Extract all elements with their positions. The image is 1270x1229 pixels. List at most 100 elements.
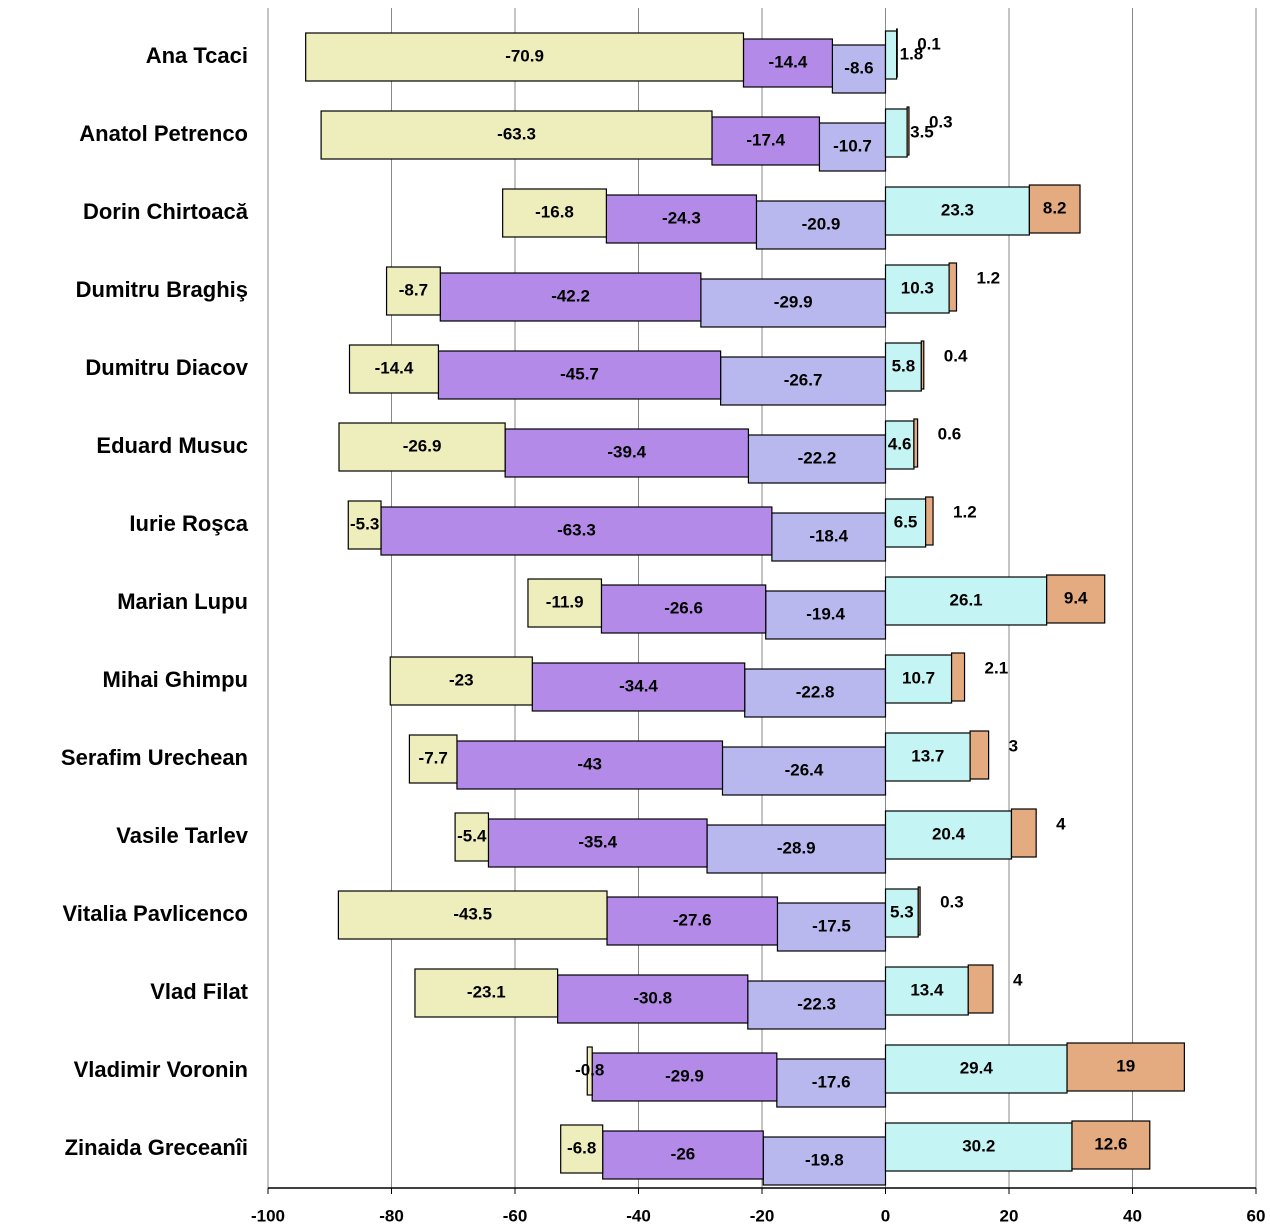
data-label: -16.8 <box>535 202 574 221</box>
data-label: -45.7 <box>560 364 599 383</box>
data-label: -17.5 <box>812 916 851 935</box>
bar-segment <box>896 28 898 78</box>
bar-segment <box>487 818 708 868</box>
data-label: 30.2 <box>962 1136 995 1155</box>
bar-segment <box>711 116 821 166</box>
data-label: 0.3 <box>940 892 964 911</box>
data-label: -39.4 <box>607 442 646 461</box>
bar-segment <box>557 974 749 1024</box>
bar-segment <box>920 340 925 390</box>
data-label: -24.3 <box>662 208 701 227</box>
bar-segment <box>884 1044 1068 1094</box>
category-label: Dumitru Braghiş <box>76 277 248 302</box>
bar-segment <box>747 434 887 484</box>
data-label: -7.7 <box>419 748 448 767</box>
data-label: -6.8 <box>567 1138 596 1157</box>
bar-segment <box>755 200 887 250</box>
bar-segment <box>950 652 966 702</box>
bar-segment <box>948 262 958 312</box>
data-label: -30.8 <box>633 988 672 1007</box>
bar-segment <box>884 1122 1073 1172</box>
bar-segment <box>884 30 898 80</box>
x-tick-label: -100 <box>251 1206 285 1225</box>
bar-segment <box>967 964 994 1014</box>
bar-segment <box>586 1046 593 1096</box>
category-label: Zinaida Greceanîi <box>65 1135 248 1160</box>
data-label: -29.9 <box>665 1066 704 1085</box>
data-label: -26 <box>671 1144 696 1163</box>
bar-segment <box>337 890 608 940</box>
category-label: Vitalia Pavlicenco <box>63 901 248 926</box>
data-label: 4.6 <box>888 434 912 453</box>
data-label: -19.4 <box>806 604 845 623</box>
data-label: 3 <box>1009 736 1018 755</box>
bar-segment <box>600 584 767 634</box>
data-label: -10.7 <box>833 136 872 155</box>
bar-segment <box>439 272 702 322</box>
bar-segment <box>305 32 745 82</box>
data-label: 1.8 <box>900 44 924 63</box>
bar-segment <box>605 194 758 244</box>
data-label: 1.2 <box>953 502 977 521</box>
bar-segment <box>771 512 887 562</box>
bar-segment <box>884 108 908 158</box>
x-tick-label: -40 <box>626 1206 651 1225</box>
bar-segment <box>884 732 971 782</box>
data-label: -26.7 <box>784 370 823 389</box>
data-label: 26.1 <box>950 590 983 609</box>
bar-segment <box>917 886 921 936</box>
data-label: -23.1 <box>467 982 506 1001</box>
bar-segment <box>347 500 382 550</box>
x-tick-label: 20 <box>1000 1206 1019 1225</box>
data-label: -17.6 <box>812 1072 851 1091</box>
data-label: -63.3 <box>497 124 536 143</box>
bar-segment <box>385 266 441 316</box>
data-label: -26.9 <box>403 436 442 455</box>
data-label: -35.4 <box>578 832 617 851</box>
category-label: Vlad Filat <box>150 979 248 1004</box>
bar-segment <box>884 264 950 314</box>
data-label: -17.4 <box>746 130 785 149</box>
data-label: 23.3 <box>941 200 974 219</box>
category-label: Vasile Tarlev <box>116 823 248 848</box>
bar-segment <box>906 106 910 156</box>
bar-segment <box>1071 1120 1151 1170</box>
data-label: -26.6 <box>664 598 703 617</box>
data-label: 20.4 <box>932 824 966 843</box>
data-label: 0.1 <box>917 34 941 53</box>
bar-segment <box>380 506 773 556</box>
data-label: -22.3 <box>797 994 836 1013</box>
bar-segment <box>818 122 887 172</box>
data-label: -5.3 <box>350 514 379 533</box>
bar-segment <box>721 746 887 796</box>
data-label: -19.8 <box>805 1150 844 1169</box>
bar-segment <box>502 188 607 238</box>
data-label: 12.6 <box>1094 1134 1127 1153</box>
bar-segment <box>338 422 506 472</box>
category-label: Iurie Roşca <box>129 511 248 536</box>
data-label: -5.4 <box>457 826 487 845</box>
data-label: -20.9 <box>802 214 841 233</box>
data-label: 0.6 <box>938 424 962 443</box>
bar-segment <box>1028 184 1081 234</box>
bar-segment <box>414 968 559 1018</box>
category-label: Dorin Chirtoacă <box>83 199 249 224</box>
category-label: Ana Tcaci <box>146 43 248 68</box>
bar-segment <box>320 110 713 160</box>
bar-segment <box>884 810 1013 860</box>
data-label: -18.4 <box>809 526 848 545</box>
bar-segment <box>560 1124 604 1174</box>
bar-segment <box>602 1130 764 1180</box>
bar-segment <box>884 342 922 392</box>
data-label: 8.2 <box>1043 198 1067 217</box>
data-label: 13.4 <box>910 980 944 999</box>
data-label: 4 <box>1056 814 1066 833</box>
category-label: Vladimir Voronin <box>74 1057 248 1082</box>
x-tick-label: -20 <box>750 1206 775 1225</box>
data-label: 3.5 <box>910 122 934 141</box>
data-label: -27.6 <box>673 910 712 929</box>
data-label: -22.8 <box>796 682 835 701</box>
category-label: Serafim Urechean <box>61 745 248 770</box>
data-label: 10.3 <box>901 278 934 297</box>
bar-segment <box>720 356 887 406</box>
